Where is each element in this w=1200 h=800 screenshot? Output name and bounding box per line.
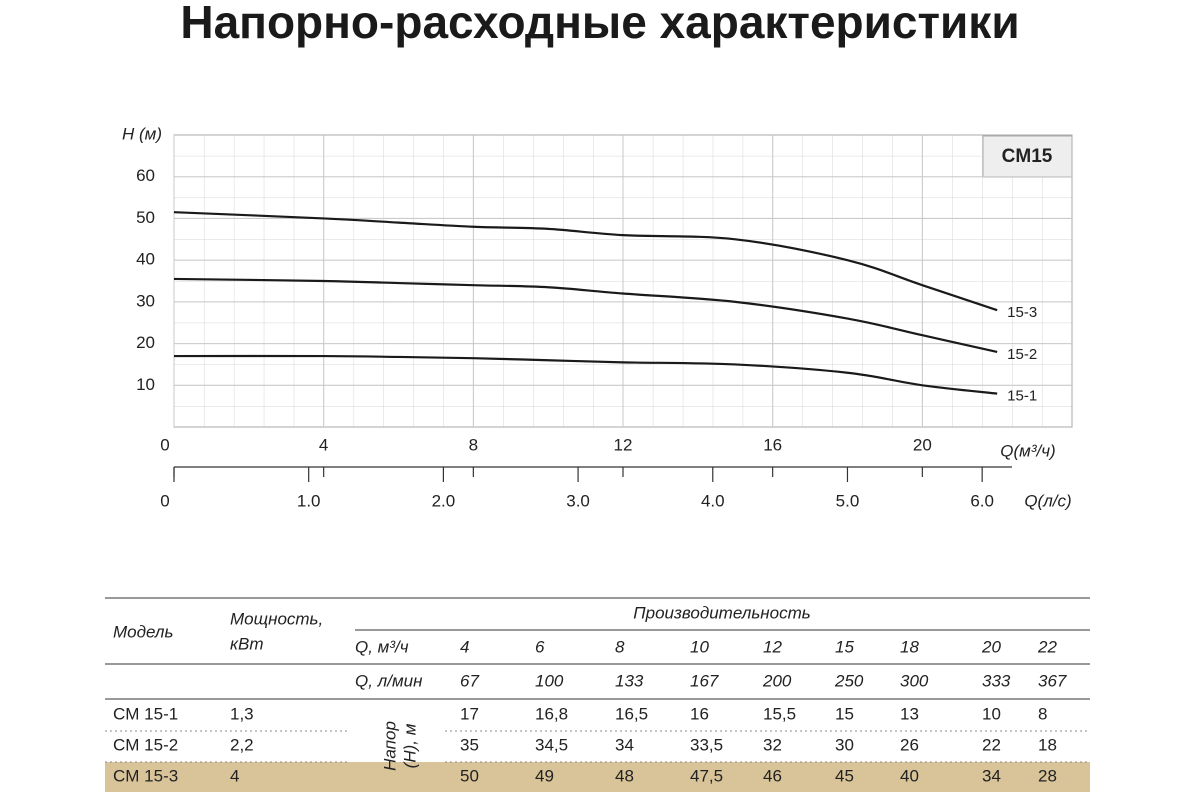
- table-row-label: Q, м³/ч: [355, 637, 409, 656]
- table-model: CM 15-1: [113, 704, 178, 723]
- table-cell: 8: [615, 637, 625, 656]
- x-tick-label: 0: [160, 435, 169, 454]
- table-cell: 26: [900, 735, 919, 754]
- table-cell: 4: [460, 637, 469, 656]
- curve: [173, 354, 998, 395]
- model-box: [982, 135, 1073, 178]
- page-title: Напорно-расходные характеристики: [180, 0, 1019, 48]
- table-cell: 67: [460, 671, 479, 690]
- x-axis-title: Q(м³/ч): [1000, 441, 1055, 460]
- table-cell: 16,8: [535, 704, 568, 723]
- table-cell: 6: [535, 637, 545, 656]
- y-tick-label: 30: [136, 291, 155, 310]
- table-model: CM 15-2: [113, 735, 178, 754]
- x2-tick-label: 1.0: [297, 491, 321, 510]
- x2-tick-label: 3.0: [566, 491, 590, 510]
- table-cell: 100: [535, 671, 564, 690]
- table-cell: 49: [535, 766, 554, 785]
- table-power: 1,3: [230, 704, 254, 723]
- x2-axis-title: Q(л/с): [1024, 491, 1071, 510]
- series-label: 15-2: [1007, 346, 1037, 363]
- x-tick-label: 16: [763, 435, 782, 454]
- table-cell: 300: [900, 671, 929, 690]
- table-row-label: Q, л/мин: [355, 671, 423, 690]
- table-header: Производительность: [633, 603, 810, 622]
- x2-tick-label: 4.0: [701, 491, 725, 510]
- table-cell: 18: [900, 637, 919, 656]
- table-cell: 22: [1037, 637, 1057, 656]
- x-tick-label: 4: [319, 435, 328, 454]
- table-row-header: (Н), м: [400, 723, 419, 768]
- series-label: 15-1: [1007, 388, 1037, 405]
- table-cell: 16,5: [615, 704, 648, 723]
- y-tick-label: 20: [136, 333, 155, 352]
- table-cell: 30: [835, 735, 854, 754]
- table-cell: 8: [1038, 704, 1047, 723]
- y-tick-label: 10: [136, 375, 155, 394]
- table-cell: 48: [615, 766, 634, 785]
- model-label: CM15: [1002, 146, 1053, 167]
- table-cell: 367: [1038, 671, 1067, 690]
- table-cell: 167: [690, 671, 719, 690]
- x-tick-label: 8: [469, 435, 478, 454]
- table-cell: 10: [982, 704, 1001, 723]
- table-cell: 50: [460, 766, 479, 785]
- table-cell: 12: [763, 637, 782, 656]
- table-model: CM 15-3: [113, 766, 178, 785]
- table-power: 4: [230, 766, 239, 785]
- table-cell: 40: [900, 766, 919, 785]
- table-cell: 250: [834, 671, 864, 690]
- x-tick-label: 12: [614, 435, 633, 454]
- x-tick-label: 20: [913, 435, 932, 454]
- table-header: Мощность,: [230, 609, 323, 628]
- y-tick-label: 50: [136, 208, 155, 227]
- table-cell: 333: [982, 671, 1011, 690]
- x2-tick-label: 2.0: [432, 491, 456, 510]
- table-cell: 32: [763, 735, 782, 754]
- table-cell: 35: [460, 735, 479, 754]
- table-cell: 34: [982, 766, 1001, 785]
- table-cell: 20: [981, 637, 1001, 656]
- table-cell: 200: [762, 671, 792, 690]
- curve: [173, 211, 998, 312]
- series-label: 15-3: [1007, 304, 1037, 321]
- x2-tick-label: 0: [160, 491, 169, 510]
- table-cell: 28: [1038, 766, 1057, 785]
- table-cell: 47,5: [690, 766, 723, 785]
- table-cell: 10: [690, 637, 709, 656]
- table-cell: 15: [835, 704, 854, 723]
- x2-tick-label: 5.0: [836, 491, 860, 510]
- x2-tick-label: 6.0: [970, 491, 994, 510]
- table-cell: 46: [763, 766, 782, 785]
- table-cell: 16: [690, 704, 709, 723]
- table-cell: 15: [835, 637, 854, 656]
- table-power: 2,2: [230, 735, 254, 754]
- table-header: Модель: [113, 622, 173, 641]
- table-cell: 34: [615, 735, 634, 754]
- table-cell: 33,5: [690, 735, 723, 754]
- table-cell: 34,5: [535, 735, 568, 754]
- table-cell: 45: [835, 766, 854, 785]
- table-cell: 13: [900, 704, 919, 723]
- curve: [173, 277, 998, 353]
- y-tick-label: 60: [136, 166, 155, 185]
- y-tick-label: 40: [136, 250, 155, 269]
- table-row-header: Напор: [380, 721, 399, 771]
- table-cell: 15,5: [763, 704, 796, 723]
- table-cell: 22: [982, 735, 1001, 754]
- row-highlight: [105, 762, 1090, 792]
- table-cell: 17: [460, 704, 479, 723]
- table-cell: 18: [1038, 735, 1057, 754]
- y-axis-title: H (м): [122, 124, 162, 143]
- table-header: кВт: [230, 634, 264, 653]
- table-cell: 133: [615, 671, 644, 690]
